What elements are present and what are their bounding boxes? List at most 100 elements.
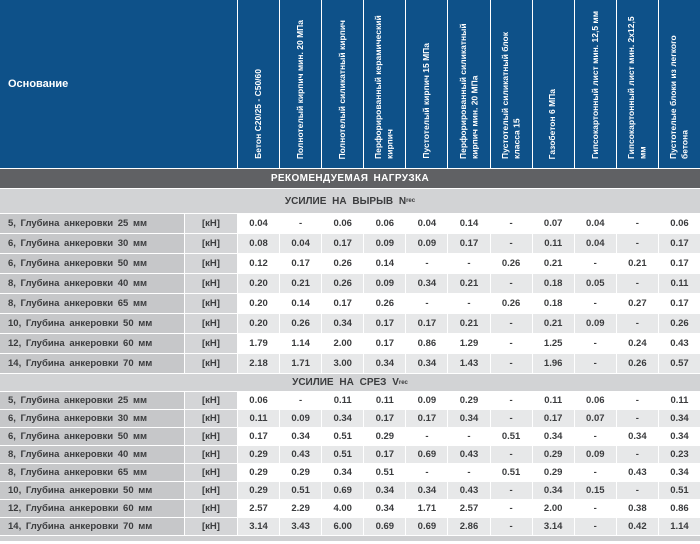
value-cell: 0.09	[406, 392, 448, 409]
value-cell: 0.08	[238, 234, 280, 253]
value-cell: 2.18	[238, 354, 280, 373]
value-cell: -	[490, 500, 532, 517]
value-cell: 0.34	[658, 428, 700, 445]
value-cell: 0.26	[490, 294, 532, 313]
row-label: 14, Глубина анкеровки 70 мм	[0, 518, 184, 535]
value-cell: -	[490, 392, 532, 409]
value-cell: 4.00	[322, 500, 364, 517]
value-cell: 0.34	[616, 428, 658, 445]
value-cell: 0.17	[238, 428, 280, 445]
value-cell: 0.34	[448, 410, 490, 427]
column-header: Газобетон 6 МПа	[532, 0, 574, 168]
table-row: 12, Глубина анкеровки 60 мм [кН] 2.57 2.29 4…	[0, 499, 700, 517]
value-cell: 0.29	[448, 392, 490, 409]
footer-bar	[0, 535, 700, 541]
value-cell: 0.11	[238, 410, 280, 427]
value-cell: 0.20	[238, 314, 280, 333]
value-cell: 3.14	[532, 518, 574, 535]
value-cell: 0.09	[406, 234, 448, 253]
value-cell: 0.43	[448, 446, 490, 463]
value-cell: 1.96	[532, 354, 574, 373]
value-cell: -	[406, 428, 448, 445]
value-cell: 0.07	[574, 410, 616, 427]
unit-cell: [кН]	[185, 334, 237, 353]
column-header-label: Газобетон 6 МПа	[547, 88, 558, 159]
value-cell: -	[574, 334, 616, 353]
value-cell: 0.14	[364, 254, 406, 273]
row-label: 6, Глубина анкеровки 30 мм	[0, 234, 184, 253]
value-cell: 0.34	[532, 482, 574, 499]
row-label: 6, Глубина анкеровки 50 мм	[0, 428, 184, 445]
column-header: Полнотелый силикатный кирпич	[322, 0, 364, 168]
value-cell: 0.29	[364, 428, 406, 445]
value-cell: 0.17	[364, 314, 406, 333]
value-cell: 2.00	[322, 334, 364, 353]
unit-cell: [кН]	[185, 500, 237, 517]
value-cell: 0.29	[532, 464, 574, 481]
value-cell: 0.34	[280, 428, 322, 445]
value-cell: 2.86	[448, 518, 490, 535]
value-cell: -	[616, 446, 658, 463]
value-cell: -	[280, 392, 322, 409]
value-cell: 0.09	[280, 410, 322, 427]
row-label: 14, Глубина анкеровки 70 мм	[0, 354, 184, 373]
value-cell: -	[616, 234, 658, 253]
unit-cell: [кН]	[185, 482, 237, 499]
value-cell: 0.29	[238, 446, 280, 463]
value-cell: 0.17	[322, 294, 364, 313]
column-header: Пустотелый кирпич 15 МПа	[406, 0, 448, 168]
value-cell: 0.04	[574, 234, 616, 253]
table-row: 8, Глубина анкеровки 65 мм [кН] 0.20 0.14 0.…	[0, 293, 700, 313]
row-label: 6, Глубина анкеровки 30 мм	[0, 410, 184, 427]
value-cell: 0.20	[238, 294, 280, 313]
value-cell: 0.43	[658, 334, 700, 353]
value-cell: 0.51	[322, 428, 364, 445]
value-cell: 0.51	[490, 428, 532, 445]
value-cell: 0.51	[364, 464, 406, 481]
value-cell: -	[574, 354, 616, 373]
unit-cell: [кН]	[185, 428, 237, 445]
value-cell: 0.34	[406, 274, 448, 293]
table-row: 10, Глубина анкеровки 50 мм [кН] 0.20 0.26 0…	[0, 313, 700, 333]
value-cell: 0.11	[322, 392, 364, 409]
value-cell: -	[490, 518, 532, 535]
column-header-label: Перфорированный силикатный кирпич мин. 2…	[457, 23, 479, 159]
value-cell: -	[616, 274, 658, 293]
value-cell: 0.17	[322, 234, 364, 253]
unit-cell: [кН]	[185, 234, 237, 253]
column-header: Бетон C20/25 - C50/60	[238, 0, 280, 168]
value-cell: 0.17	[658, 294, 700, 313]
value-cell: 0.51	[322, 446, 364, 463]
column-header-label: Перфорированный керамический кирпич	[373, 15, 395, 159]
table-row: 8, Глубина анкеровки 40 мм [кН] 0.29 0.43 0.…	[0, 445, 700, 463]
value-cell: -	[406, 464, 448, 481]
value-cell: 0.34	[322, 314, 364, 333]
column-header: Пустотелые блоки из легкого бетона	[658, 0, 700, 168]
row-label: 8, Глубина анкеровки 40 мм	[0, 274, 184, 293]
value-cell: 0.06	[574, 392, 616, 409]
value-cell: 0.17	[448, 234, 490, 253]
value-cell: 0.04	[406, 214, 448, 233]
value-cell: -	[490, 314, 532, 333]
value-cell: 0.17	[658, 254, 700, 273]
value-cell: 0.69	[322, 482, 364, 499]
row-label: 8, Глубина анкеровки 40 мм	[0, 446, 184, 463]
value-cell: -	[280, 214, 322, 233]
value-cell: 0.69	[364, 518, 406, 535]
column-header-label: Полнотелый кирпич мин. 20 МПа	[294, 19, 305, 159]
value-cell: 0.09	[364, 234, 406, 253]
value-cell: 0.05	[574, 274, 616, 293]
section-title-label: УСИЛИЕ НА СРЕЗ V	[292, 377, 399, 388]
value-cell: 0.04	[280, 234, 322, 253]
value-cell: -	[448, 464, 490, 481]
value-cell: -	[490, 354, 532, 373]
value-cell: 0.09	[574, 314, 616, 333]
recommended-load-band: РЕКОМЕНДУЕМАЯ НАГРУЗКА	[0, 168, 700, 188]
value-cell: 0.18	[532, 294, 574, 313]
value-cell: 0.07	[532, 214, 574, 233]
unit-cell: [кН]	[185, 392, 237, 409]
column-header: Гипсокартонный лист мин. 12,5 мм	[574, 0, 616, 168]
column-header: Пустотелый силикатный блок класса 15	[490, 0, 532, 168]
value-cell: 0.21	[280, 274, 322, 293]
